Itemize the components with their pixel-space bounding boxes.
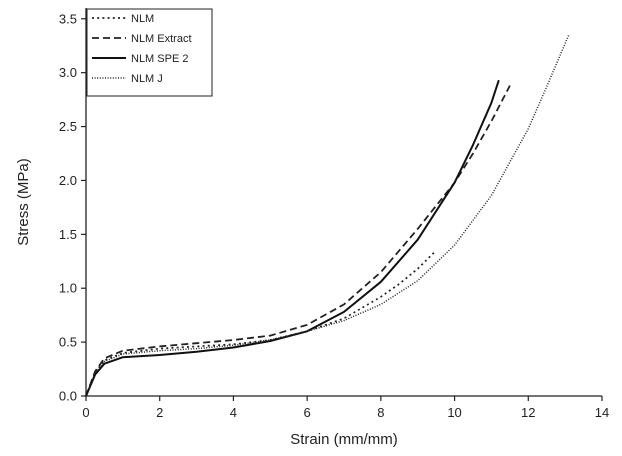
y-tick-label: 0.0: [59, 389, 77, 404]
y-tick-label: 1.5: [59, 227, 77, 242]
series-layer: [85, 34, 570, 397]
series-line-2: [85, 79, 500, 397]
x-tick-label: 4: [230, 405, 237, 420]
x-tick-label: 2: [156, 405, 163, 420]
y-tick-label: 2.5: [59, 119, 77, 134]
y-axis-label: Stress (MPa): [15, 158, 32, 246]
legend: NLM NLM Extract NLM SPE 2 NLM J: [86, 8, 213, 97]
legend-box: [86, 8, 213, 97]
y-tick-label: 1.0: [59, 281, 77, 296]
legend-label-1: NLM Extract: [131, 33, 192, 45]
x-axis-ticks: 0 2 4 6 8 10 12 14: [82, 396, 609, 420]
legend-label-3: NLM J: [131, 73, 163, 85]
y-tick-label: 3.0: [59, 65, 77, 80]
y-tick-label: 2.0: [59, 173, 77, 188]
x-tick-label: 6: [304, 405, 311, 420]
x-tick-label: 12: [521, 405, 535, 420]
x-tick-label: 0: [82, 405, 89, 420]
legend-label-2: NLM SPE 2: [131, 53, 188, 65]
y-tick-label: 3.5: [59, 11, 77, 26]
y-tick-label: 0.5: [59, 335, 77, 350]
legend-label-0: NLM: [131, 13, 154, 25]
x-tick-label: 8: [377, 405, 384, 420]
series-line-0: [85, 249, 437, 397]
x-tick-label: 14: [595, 405, 609, 420]
series-line-1: [85, 85, 511, 397]
x-axis-label: Strain (mm/mm): [290, 431, 398, 448]
series-line-3: [85, 34, 570, 397]
x-tick-label: 10: [447, 405, 461, 420]
y-axis-ticks: 0.0 0.5 1.0 1.5 2.0 2.5 3.0 3.5: [59, 11, 86, 404]
